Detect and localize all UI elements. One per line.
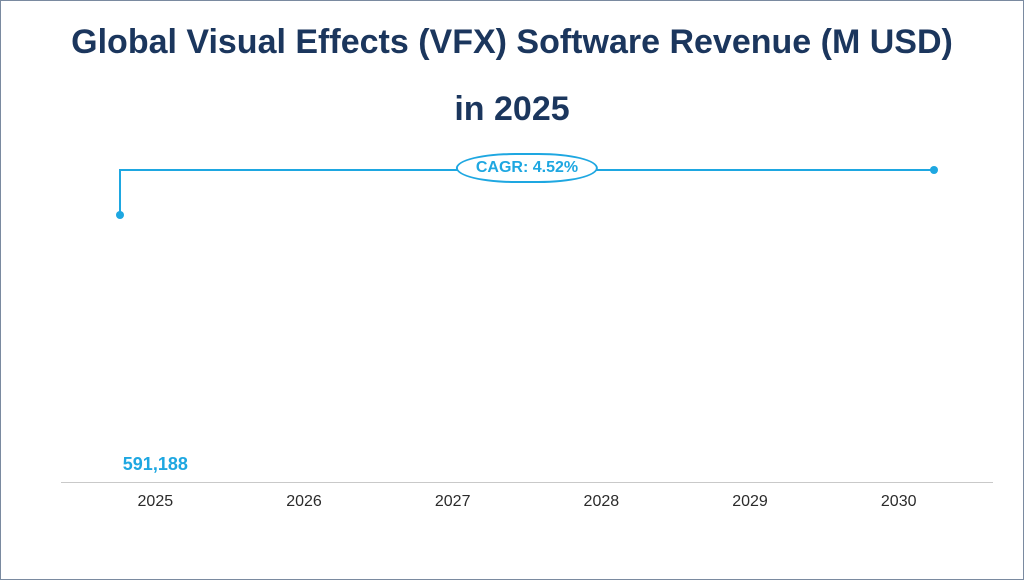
x-axis-label: 2029 — [676, 483, 825, 519]
plot-region: CAGR: 4.52% 591,188 — [61, 171, 993, 483]
bars-container: 591,188 — [61, 171, 993, 482]
x-axis-label: 2026 — [230, 483, 379, 519]
x-axis-label: 2027 — [378, 483, 527, 519]
chart-title-line1: Global Visual Effects (VFX) Software Rev… — [1, 23, 1023, 62]
bar-value-label: 591,188 — [123, 454, 188, 475]
chart-frame: Global Visual Effects (VFX) Software Rev… — [0, 0, 1024, 580]
x-axis-label: 2030 — [824, 483, 973, 519]
chart-title-line2: in 2025 — [1, 90, 1023, 129]
x-axis-labels: 202520262027202820292030 — [61, 483, 993, 519]
x-axis-label: 2028 — [527, 483, 676, 519]
chart-area: CAGR: 4.52% 591,188 20252026202720282029… — [61, 171, 993, 519]
x-axis-label: 2025 — [81, 483, 230, 519]
